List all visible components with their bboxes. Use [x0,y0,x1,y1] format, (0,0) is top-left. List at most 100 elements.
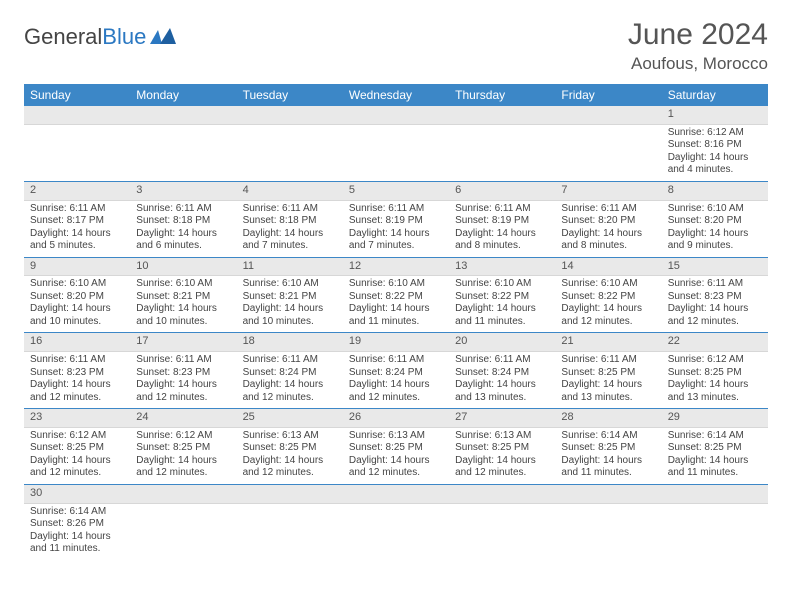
sunrise-line: Sunrise: 6:11 AM [561,354,655,367]
daylight-line: Daylight: 14 hours and 4 minutes. [668,152,762,177]
sunset-line: Sunset: 8:18 PM [136,215,230,228]
flag-icon [150,24,176,50]
calendar-cell: 27Sunrise: 6:13 AMSunset: 8:25 PMDayligh… [449,409,555,485]
day-body: Sunrise: 6:13 AMSunset: 8:25 PMDaylight:… [343,428,449,484]
day-number [130,485,236,504]
day-body: Sunrise: 6:12 AMSunset: 8:25 PMDaylight:… [24,428,130,484]
day-number: 29 [662,409,768,428]
calendar-cell: 8Sunrise: 6:10 AMSunset: 8:20 PMDaylight… [662,181,768,257]
weekday-header: Saturday [662,84,768,106]
sunset-line: Sunset: 8:22 PM [349,291,443,304]
calendar-cell: 3Sunrise: 6:11 AMSunset: 8:18 PMDaylight… [130,181,236,257]
day-number: 7 [555,182,661,201]
day-body: Sunrise: 6:11 AMSunset: 8:18 PMDaylight:… [237,201,343,257]
daylight-line: Daylight: 14 hours and 5 minutes. [30,228,124,253]
day-number [662,485,768,504]
calendar-cell: 13Sunrise: 6:10 AMSunset: 8:22 PMDayligh… [449,257,555,333]
sunset-line: Sunset: 8:23 PM [30,367,124,380]
weekday-header: Thursday [449,84,555,106]
day-number [130,106,236,125]
daylight-line: Daylight: 14 hours and 11 minutes. [668,455,762,480]
sunset-line: Sunset: 8:21 PM [243,291,337,304]
sunset-line: Sunset: 8:26 PM [30,518,124,531]
calendar-row: 16Sunrise: 6:11 AMSunset: 8:23 PMDayligh… [24,333,768,409]
calendar-cell: 28Sunrise: 6:14 AMSunset: 8:25 PMDayligh… [555,409,661,485]
daylight-line: Daylight: 14 hours and 12 minutes. [455,455,549,480]
calendar-cell: 15Sunrise: 6:11 AMSunset: 8:23 PMDayligh… [662,257,768,333]
sunset-line: Sunset: 8:21 PM [136,291,230,304]
calendar-cell: 12Sunrise: 6:10 AMSunset: 8:22 PMDayligh… [343,257,449,333]
day-body: Sunrise: 6:11 AMSunset: 8:23 PMDaylight:… [662,276,768,332]
daylight-line: Daylight: 14 hours and 12 minutes. [349,455,443,480]
day-number: 8 [662,182,768,201]
logo: GeneralBlue [24,24,176,50]
day-number: 12 [343,258,449,277]
sunset-line: Sunset: 8:25 PM [136,442,230,455]
day-number: 16 [24,333,130,352]
sunrise-line: Sunrise: 6:11 AM [349,203,443,216]
day-number [343,485,449,504]
calendar-body: 1Sunrise: 6:12 AMSunset: 8:16 PMDaylight… [24,106,768,560]
calendar-cell: 29Sunrise: 6:14 AMSunset: 8:25 PMDayligh… [662,409,768,485]
day-body: Sunrise: 6:10 AMSunset: 8:21 PMDaylight:… [237,276,343,332]
sunrise-line: Sunrise: 6:13 AM [455,430,549,443]
day-number: 1 [662,106,768,125]
calendar-cell: 14Sunrise: 6:10 AMSunset: 8:22 PMDayligh… [555,257,661,333]
sunrise-line: Sunrise: 6:11 AM [30,203,124,216]
daylight-line: Daylight: 14 hours and 6 minutes. [136,228,230,253]
sunset-line: Sunset: 8:25 PM [349,442,443,455]
calendar-cell: 20Sunrise: 6:11 AMSunset: 8:24 PMDayligh… [449,333,555,409]
day-number: 11 [237,258,343,277]
day-body: Sunrise: 6:11 AMSunset: 8:23 PMDaylight:… [24,352,130,408]
daylight-line: Daylight: 14 hours and 11 minutes. [30,531,124,556]
daylight-line: Daylight: 14 hours and 13 minutes. [668,379,762,404]
day-body: Sunrise: 6:11 AMSunset: 8:23 PMDaylight:… [130,352,236,408]
daylight-line: Daylight: 14 hours and 7 minutes. [243,228,337,253]
day-number: 2 [24,182,130,201]
day-number [237,485,343,504]
sunrise-line: Sunrise: 6:11 AM [136,354,230,367]
day-body: Sunrise: 6:14 AMSunset: 8:25 PMDaylight:… [662,428,768,484]
day-body: Sunrise: 6:11 AMSunset: 8:18 PMDaylight:… [130,201,236,257]
day-body: Sunrise: 6:10 AMSunset: 8:22 PMDaylight:… [555,276,661,332]
day-number: 30 [24,485,130,504]
calendar-cell [343,484,449,559]
calendar-row: 2Sunrise: 6:11 AMSunset: 8:17 PMDaylight… [24,181,768,257]
month-title: June 2024 [628,18,768,52]
day-body: Sunrise: 6:11 AMSunset: 8:17 PMDaylight:… [24,201,130,257]
sunrise-line: Sunrise: 6:11 AM [455,203,549,216]
day-number: 4 [237,182,343,201]
day-body: Sunrise: 6:11 AMSunset: 8:24 PMDaylight:… [237,352,343,408]
daylight-line: Daylight: 14 hours and 8 minutes. [561,228,655,253]
day-number [555,106,661,125]
day-body: Sunrise: 6:10 AMSunset: 8:20 PMDaylight:… [24,276,130,332]
daylight-line: Daylight: 14 hours and 11 minutes. [455,303,549,328]
day-body: Sunrise: 6:12 AMSunset: 8:25 PMDaylight:… [662,352,768,408]
day-number [555,485,661,504]
logo-text-general: General [24,24,102,50]
sunset-line: Sunset: 8:25 PM [30,442,124,455]
day-body: Sunrise: 6:11 AMSunset: 8:19 PMDaylight:… [343,201,449,257]
day-body: Sunrise: 6:10 AMSunset: 8:21 PMDaylight:… [130,276,236,332]
sunrise-line: Sunrise: 6:10 AM [30,278,124,291]
day-number: 21 [555,333,661,352]
day-number [449,106,555,125]
daylight-line: Daylight: 14 hours and 12 minutes. [349,379,443,404]
sunrise-line: Sunrise: 6:11 AM [136,203,230,216]
sunset-line: Sunset: 8:25 PM [561,367,655,380]
sunrise-line: Sunrise: 6:13 AM [243,430,337,443]
day-number: 24 [130,409,236,428]
day-body: Sunrise: 6:12 AMSunset: 8:16 PMDaylight:… [662,125,768,181]
calendar-cell [555,484,661,559]
sunrise-line: Sunrise: 6:12 AM [668,354,762,367]
weekday-header: Tuesday [237,84,343,106]
calendar-cell [24,106,130,181]
daylight-line: Daylight: 14 hours and 10 minutes. [30,303,124,328]
calendar-row: 9Sunrise: 6:10 AMSunset: 8:20 PMDaylight… [24,257,768,333]
calendar-cell [130,484,236,559]
day-number: 28 [555,409,661,428]
day-body: Sunrise: 6:11 AMSunset: 8:19 PMDaylight:… [449,201,555,257]
daylight-line: Daylight: 14 hours and 8 minutes. [455,228,549,253]
weekday-header-row: SundayMondayTuesdayWednesdayThursdayFrid… [24,84,768,106]
calendar-cell: 11Sunrise: 6:10 AMSunset: 8:21 PMDayligh… [237,257,343,333]
